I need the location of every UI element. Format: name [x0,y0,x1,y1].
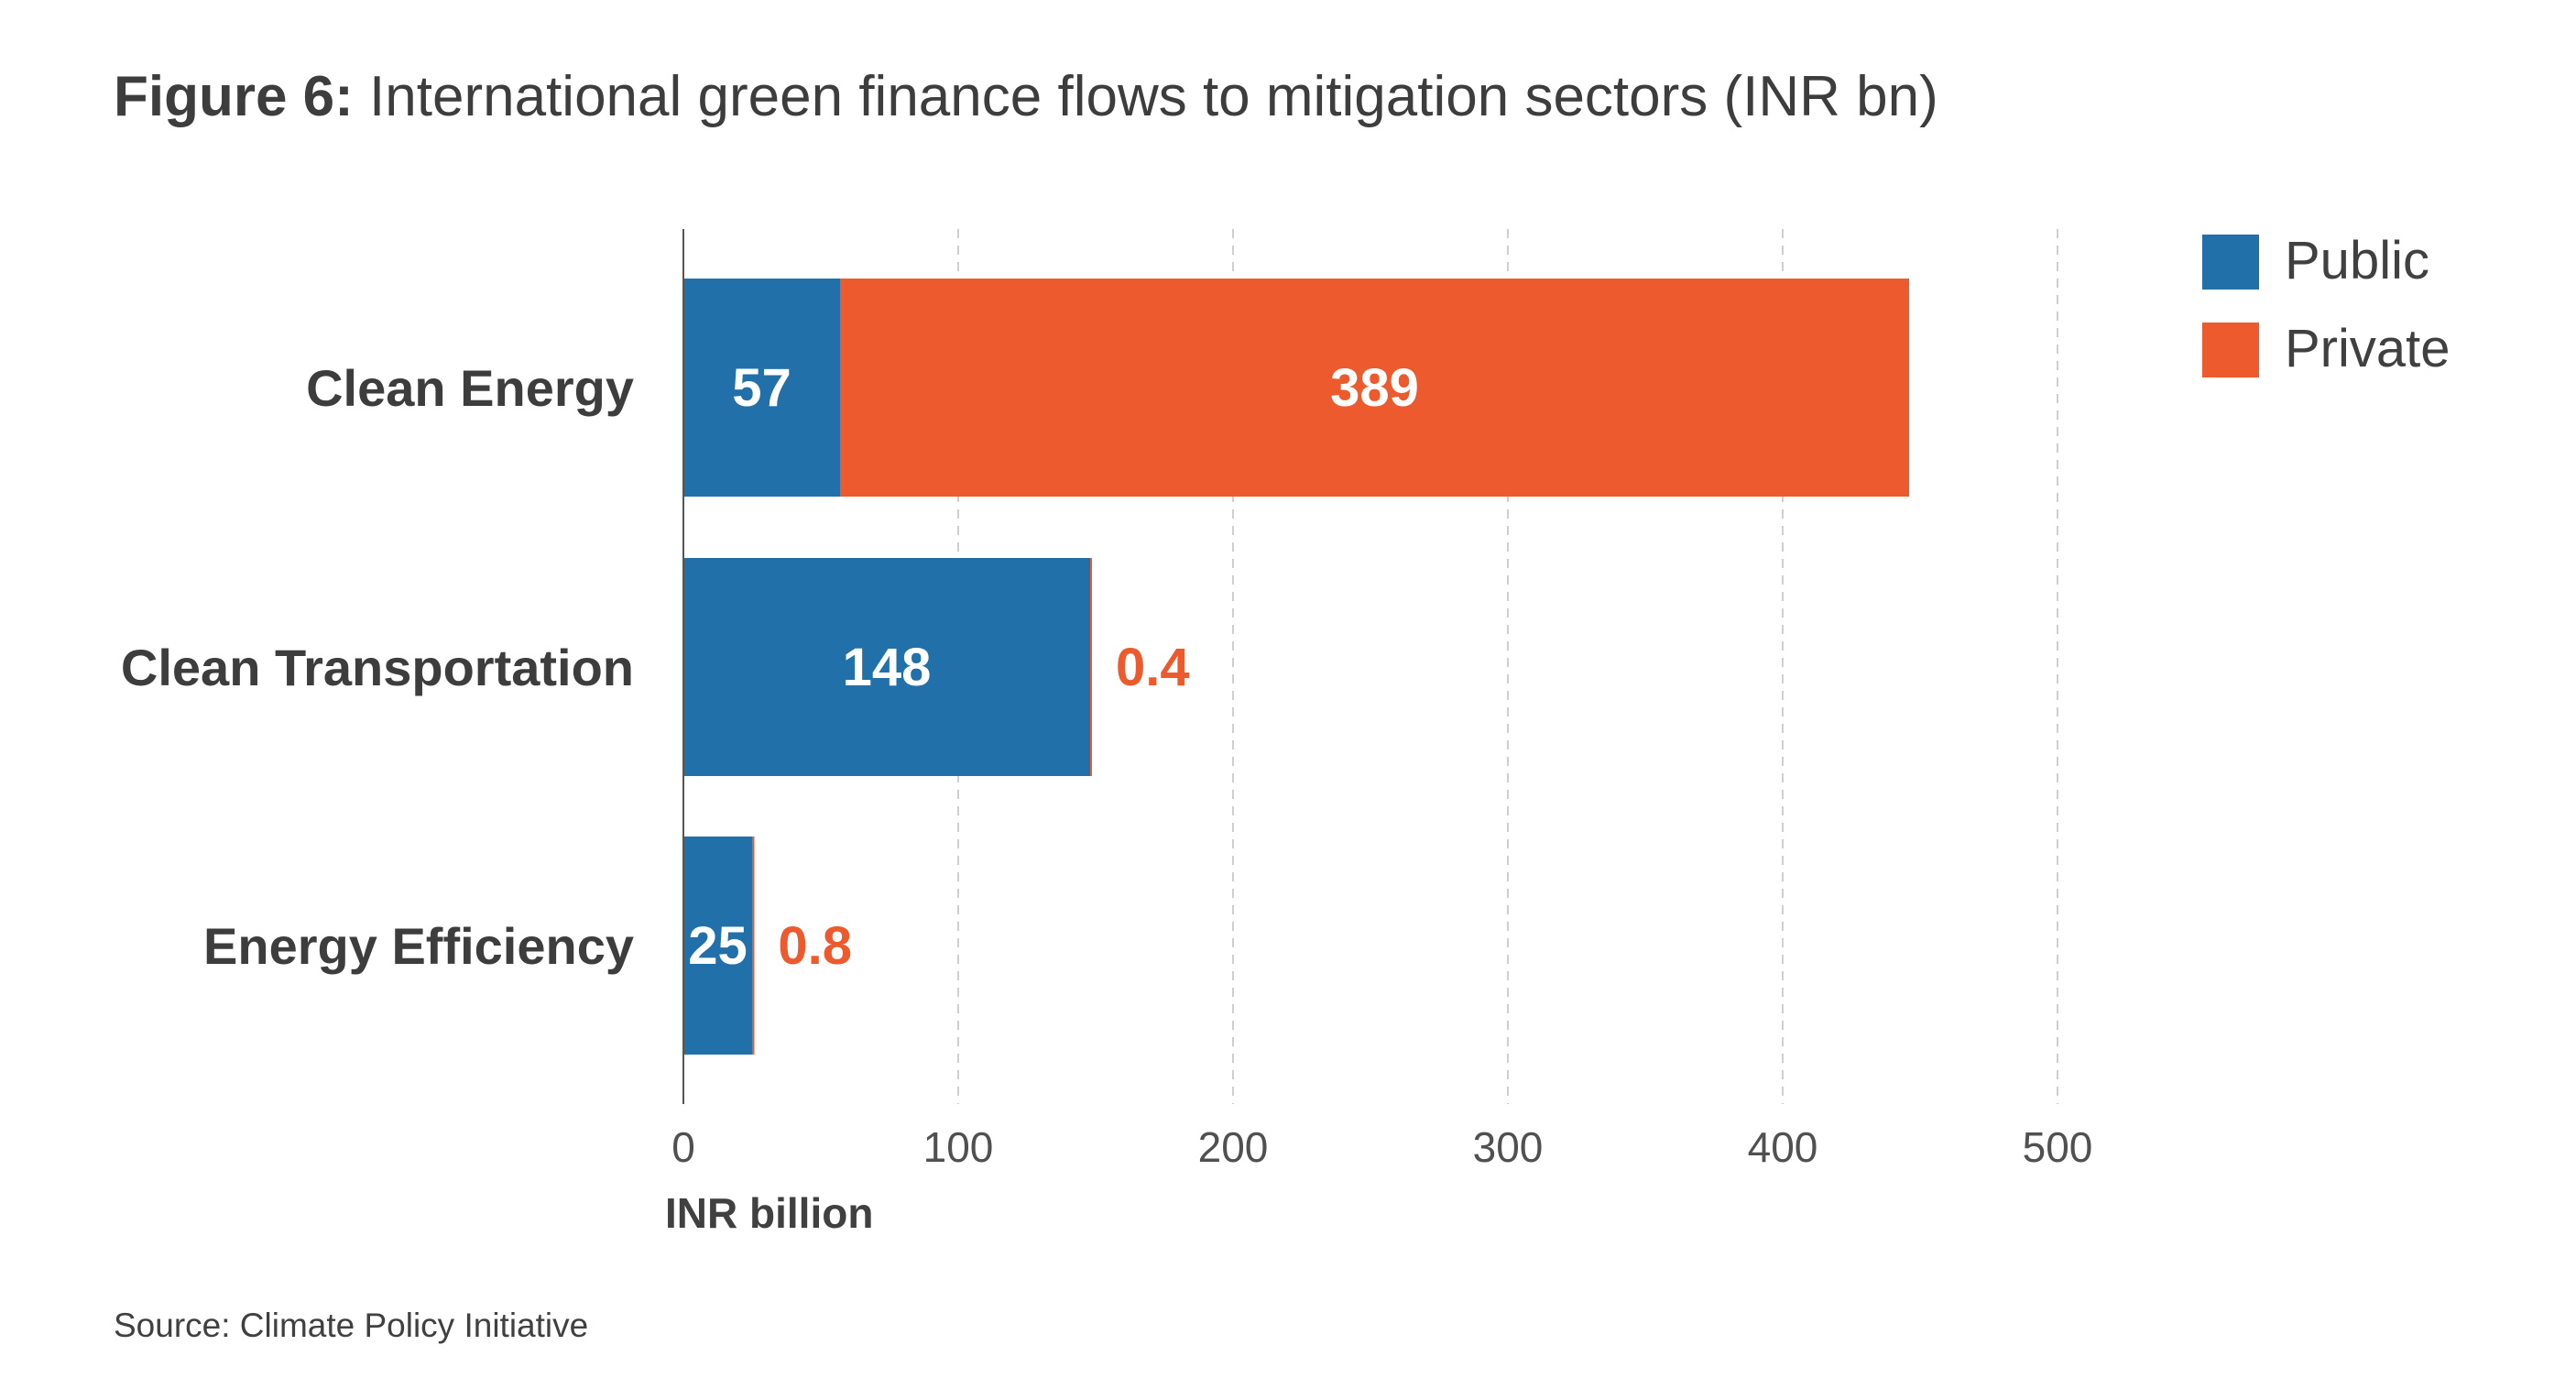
legend-swatch-private [2202,323,2259,377]
data-label-private: 0.8 [778,916,852,976]
x-tick-label: 400 [1748,1123,1818,1171]
x-tick-label: 0 [671,1123,695,1171]
figure-title-text: International green finance flows to mit… [369,65,1938,128]
bar-private [840,279,1909,497]
source-note: Source: Climate Policy Initiative [114,1307,589,1344]
data-label-public: 57 [732,358,791,418]
data-label-private: 0.4 [1116,638,1190,697]
data-label-private: 389 [1330,358,1419,418]
bar-public [683,558,1090,776]
bar-public [683,837,752,1055]
data-label-public: 25 [688,916,748,976]
legend: Public Private [2202,231,2450,378]
x-axis: 0 100 200 300 400 500 INR billion [665,229,2092,1237]
x-tick-label: 500 [2023,1123,2093,1171]
category-label: Clean Transportation [121,639,634,696]
bar-private [752,837,755,1055]
legend-label-private: Private [2285,319,2450,378]
x-tick-label: 300 [1473,1123,1544,1171]
chart-title: Figure 6: International green finance fl… [114,64,1938,129]
category-label: Clean Energy [306,359,634,417]
legend-swatch-public [2202,235,2259,290]
x-tick-label: 200 [1198,1123,1269,1171]
data-label-public: 148 [843,638,932,697]
bar-public [683,279,840,497]
bars: Clean Energy 57 389 Clean Transportation 148… [121,279,1909,1055]
x-axis-label: INR billion [665,1189,873,1237]
legend-label-public: Public [2285,231,2429,290]
figure-number: Figure 6: [114,65,354,128]
bar-private [1090,558,1092,776]
x-tick-label: 100 [923,1123,994,1171]
category-label: Energy Efficiency [203,917,634,975]
